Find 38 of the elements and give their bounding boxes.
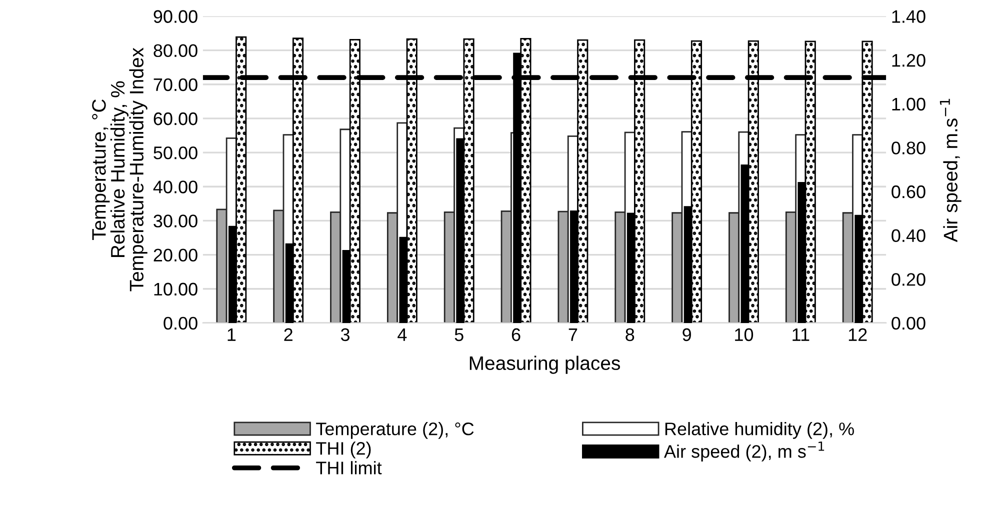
legend-label: THI limit <box>316 461 382 474</box>
y-tick-label: 70.00 <box>154 78 198 92</box>
x-tick-label: 12 <box>848 328 867 341</box>
legend-label: Temperature (2), °C <box>316 422 474 439</box>
x-tick-label: 4 <box>398 328 407 341</box>
legend-label: THI (2) <box>316 442 371 458</box>
x-tick-label: 3 <box>340 328 350 342</box>
y2-tick-label: 0.80 <box>892 142 926 154</box>
y2-tick-label: 0.40 <box>892 229 926 242</box>
y2-axis-title: Air speed, m.s$^{−1}$ <box>940 98 962 242</box>
y-tick-label: 90.00 <box>154 10 198 23</box>
y2-tick-label: 0.00 <box>892 316 926 330</box>
y-tick-label: 0.00 <box>164 316 198 330</box>
y2-tick-label: 1.40 <box>892 10 926 23</box>
x-axis-title: Measuring places <box>470 356 620 374</box>
y-tick-label: 20.00 <box>154 248 198 262</box>
x-tick-label: 2 <box>284 328 292 341</box>
y-tick-label: 80.00 <box>154 44 198 58</box>
y2-tick-label: 0.20 <box>892 273 926 286</box>
y-tick-label: 30.00 <box>154 214 198 228</box>
y-axis-title: Temperature, °C Relative Humidity, % Temperature-Humidity Index <box>92 48 148 292</box>
y2-tick-label: 1.00 <box>892 98 926 111</box>
x-tick-label: 8 <box>626 328 634 342</box>
x-tick-label: 7 <box>568 328 578 341</box>
y2-tick-label: 1.20 <box>892 54 926 67</box>
x-tick-label: 10 <box>735 328 754 342</box>
x-tick-label: 5 <box>454 328 464 342</box>
y-tick-label: 10.00 <box>154 282 198 296</box>
x-tick-label: 9 <box>682 328 691 342</box>
y-tick-label: 50.00 <box>154 146 198 160</box>
x-tick-label: 6 <box>512 328 520 342</box>
legend-label: Air speed (2), m s$^{−1}$ <box>664 442 824 462</box>
y-tick-label: 60.00 <box>154 112 198 126</box>
x-tick-label: 11 <box>792 328 810 341</box>
legend-label: Relative humidity (2), % <box>665 422 854 439</box>
y-tick-label: 40.00 <box>153 180 198 194</box>
x-tick-label: 1 <box>228 328 236 341</box>
y2-tick-label: 0.60 <box>892 185 926 198</box>
